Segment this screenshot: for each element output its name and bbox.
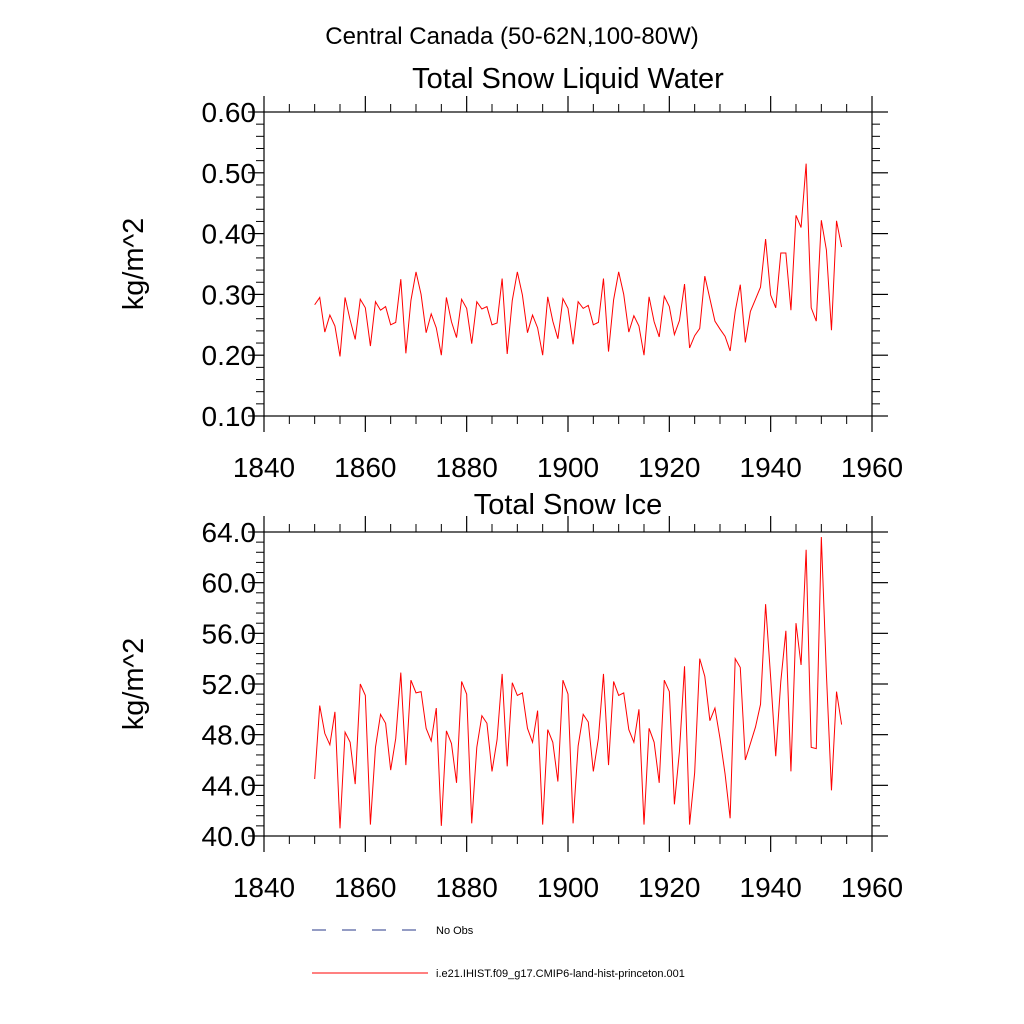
y-tick-label: 0.50 [202, 158, 257, 189]
plot-frame [263, 111, 873, 417]
y-tick-label: 56.0 [202, 618, 257, 649]
x-tick-label: 1900 [537, 452, 599, 483]
axis-ticks [248, 96, 888, 432]
y-tick-label: 48.0 [202, 720, 257, 751]
x-tick-label: 1940 [740, 872, 802, 903]
x-tick-label: 1900 [537, 872, 599, 903]
legend-label-no-obs: No Obs [436, 925, 474, 937]
panel-snow-liquid-water: Total Snow Liquid Water kg/m^2 1840 1860 1… [118, 63, 903, 483]
series-line [314, 163, 843, 357]
legend: No Obs i.e21.IHIST.f09_g17.CMIP6-land-hi… [312, 925, 685, 980]
x-tick-label: 1860 [334, 452, 396, 483]
legend-label-model: i.e21.IHIST.f09_g17.CMIP6-land-hist-prin… [436, 968, 685, 980]
y-axis-label: kg/m^2 [118, 638, 150, 731]
y-tick-label: 0.40 [202, 219, 257, 250]
y-tick-label: 40.0 [202, 821, 257, 852]
y-tick-label: 52.0 [202, 669, 257, 700]
y-tick-label: 0.20 [202, 340, 257, 371]
panel-snow-ice: Total Snow Ice kg/m^2 1840 1860 1880 1900 19… [118, 489, 903, 903]
x-tick-label: 1880 [436, 452, 498, 483]
x-tick-label: 1960 [841, 872, 903, 903]
x-tick-label: 1920 [638, 872, 700, 903]
y-tick-label: 0.60 [202, 97, 257, 128]
series-line [314, 537, 843, 829]
x-tick-label: 1920 [638, 452, 700, 483]
tick-labels: 1840 1860 1880 1900 1920 1940 1960 40.0 44.0 48.0… [202, 517, 904, 903]
tick-labels: 1840 1860 1880 1900 1920 1940 1960 0.10 0.20 0.30… [202, 97, 904, 483]
panel-title: Total Snow Ice [474, 489, 663, 521]
panel-title: Total Snow Liquid Water [412, 63, 724, 95]
x-tick-label: 1960 [841, 452, 903, 483]
x-tick-label: 1880 [436, 872, 498, 903]
x-tick-label: 1840 [233, 872, 295, 903]
y-tick-label: 0.10 [202, 401, 257, 432]
x-tick-label: 1860 [334, 872, 396, 903]
plot-frame [263, 531, 873, 837]
y-tick-label: 64.0 [202, 517, 257, 548]
y-tick-label: 0.30 [202, 279, 257, 310]
figure-suptitle: Central Canada (50-62N,100-80W) [325, 23, 699, 50]
x-tick-label: 1840 [233, 452, 295, 483]
x-tick-label: 1940 [740, 452, 802, 483]
y-axis-label: kg/m^2 [118, 218, 150, 311]
axis-ticks [248, 516, 888, 852]
y-tick-label: 60.0 [202, 568, 257, 599]
y-tick-label: 44.0 [202, 770, 257, 801]
